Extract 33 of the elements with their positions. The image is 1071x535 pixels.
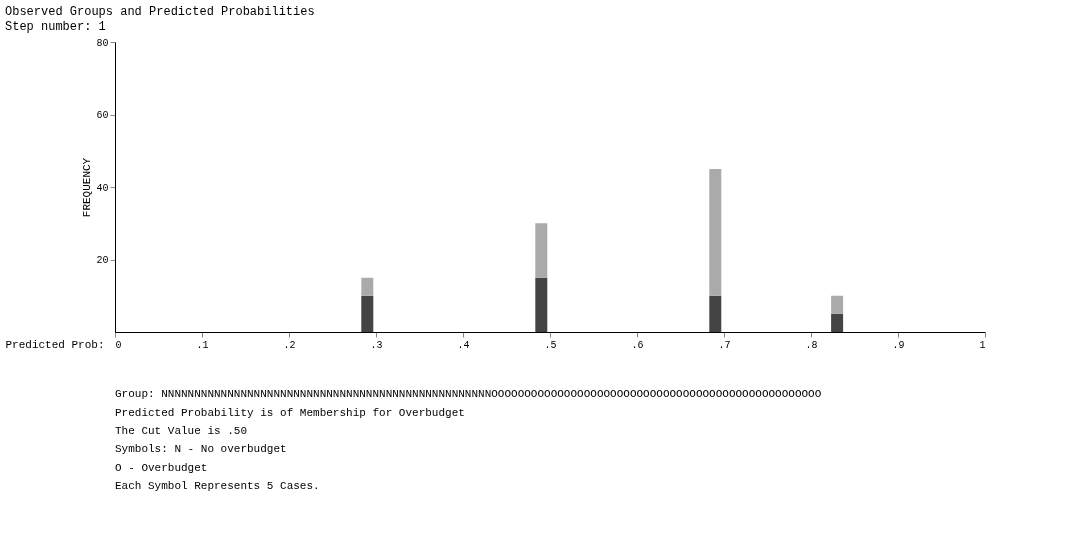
y-tick-label: 60 xyxy=(96,110,109,121)
bar xyxy=(361,277,374,296)
x-tick-label: .2 xyxy=(283,339,296,351)
x-tick-label: .5 xyxy=(544,339,557,351)
text: Predicted Probability is of Membership for Overbudget xyxy=(115,406,465,419)
x-tick-label: .4 xyxy=(457,339,470,351)
x-tick-label: .7 xyxy=(718,339,731,351)
x-tick-label: 1 xyxy=(979,339,986,351)
x-tick-label: 0 xyxy=(115,339,122,351)
y-tick-label: 80 xyxy=(96,37,109,49)
y-tick-label: 40 xyxy=(96,182,109,194)
x-axis-title: Predicted Prob: xyxy=(5,338,105,351)
bar xyxy=(535,277,548,332)
y-axis-title: FREQUENCY xyxy=(81,157,94,218)
chart-subtitle: Step number: 1 xyxy=(5,20,106,34)
text: The Cut Value is .50 xyxy=(115,424,248,437)
chart-title: Observed Groups and Predicted Probabilities xyxy=(5,5,315,19)
y-tick-label: 20 xyxy=(96,255,109,266)
x-tick-label: .1 xyxy=(196,339,209,351)
x-tick-label: .9 xyxy=(892,339,905,351)
bar xyxy=(831,295,844,314)
bar xyxy=(361,295,374,332)
x-tick-label: .8 xyxy=(805,339,818,351)
bar xyxy=(831,313,844,332)
text: Symbols: N - No overbudget xyxy=(115,443,287,456)
bar xyxy=(709,168,722,296)
text: Each Symbol Represents 5 Cases. xyxy=(115,479,320,492)
bar xyxy=(535,223,548,278)
text: O - Overbudget xyxy=(115,461,208,474)
bar xyxy=(709,295,722,332)
text: Group: NNNNNNNNNNNNNNNNNNNNNNNNNNNNNNNNNNNNNNNNNNNNNNNNNNOOOOOOOOOOOOOOOOOOOOOOOOOOOOOOOOOOOOOOOOOOOOOOOOOO xyxy=(115,388,822,401)
x-tick-label: .3 xyxy=(370,339,383,351)
x-tick-label: .6 xyxy=(631,339,644,351)
